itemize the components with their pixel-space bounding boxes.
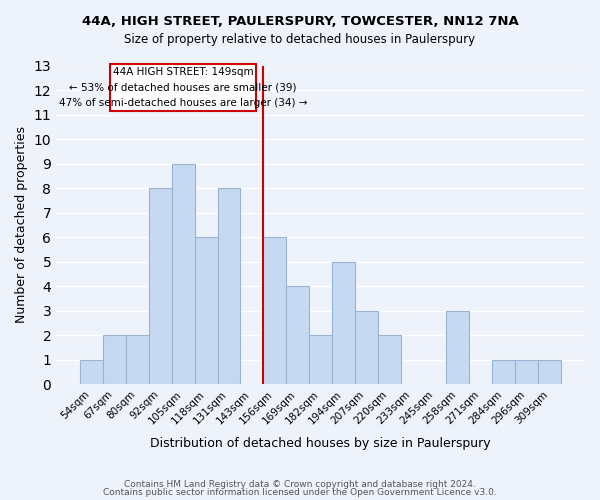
Bar	[492, 360, 515, 384]
Bar	[80, 360, 103, 384]
Bar	[446, 310, 469, 384]
Y-axis label: Number of detached properties: Number of detached properties	[15, 126, 28, 324]
Bar	[149, 188, 172, 384]
Bar	[515, 360, 538, 384]
Bar	[126, 335, 149, 384]
Text: Contains public sector information licensed under the Open Government Licence v3: Contains public sector information licen…	[103, 488, 497, 497]
Text: 44A, HIGH STREET, PAULERSPURY, TOWCESTER, NN12 7NA: 44A, HIGH STREET, PAULERSPURY, TOWCESTER…	[82, 15, 518, 28]
Bar	[172, 164, 194, 384]
Bar	[332, 262, 355, 384]
Bar	[263, 237, 286, 384]
Text: Contains HM Land Registry data © Crown copyright and database right 2024.: Contains HM Land Registry data © Crown c…	[124, 480, 476, 489]
Bar	[286, 286, 309, 384]
Bar	[309, 335, 332, 384]
Text: Size of property relative to detached houses in Paulerspury: Size of property relative to detached ho…	[124, 32, 476, 46]
Bar	[218, 188, 241, 384]
FancyBboxPatch shape	[110, 64, 256, 111]
Bar	[355, 310, 378, 384]
Bar	[538, 360, 561, 384]
Bar	[103, 335, 126, 384]
Bar	[194, 237, 218, 384]
X-axis label: Distribution of detached houses by size in Paulerspury: Distribution of detached houses by size …	[150, 437, 491, 450]
Bar	[378, 335, 401, 384]
Text: 44A HIGH STREET: 149sqm
← 53% of detached houses are smaller (39)
47% of semi-de: 44A HIGH STREET: 149sqm ← 53% of detache…	[59, 67, 307, 108]
